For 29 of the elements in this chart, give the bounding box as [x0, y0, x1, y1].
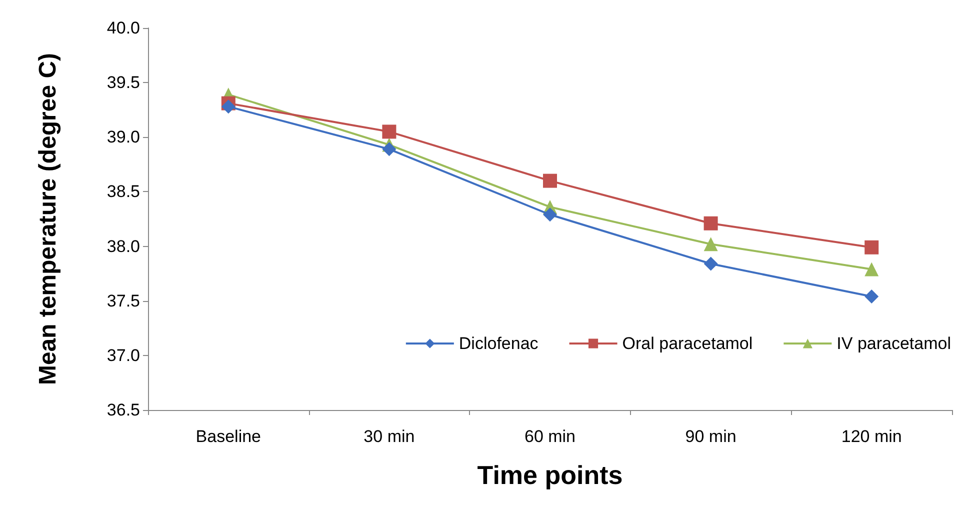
- point: [382, 124, 396, 139]
- point: [221, 100, 236, 114]
- x-tick-label: Baseline: [196, 427, 262, 446]
- point: [543, 174, 557, 188]
- y-tick-label: 39.5: [106, 73, 140, 92]
- x-tick-label: 90 min: [685, 427, 736, 446]
- x-tick-label: 30 min: [364, 427, 415, 446]
- point: [864, 240, 879, 254]
- legend-label: IV paracetamol: [836, 334, 952, 353]
- point: [704, 256, 718, 271]
- y-tick-label: 37.5: [106, 291, 140, 310]
- x-axis-title: Time points: [477, 460, 623, 490]
- y-tick-label: 38.5: [106, 182, 140, 202]
- y-tick-label: 39.0: [106, 128, 140, 147]
- point: [864, 262, 879, 276]
- y-tick-label: 40.0: [106, 18, 140, 38]
- x-tick-label: 60 min: [524, 427, 576, 446]
- legend-label: Oral paracetamol: [622, 334, 753, 353]
- point: [382, 142, 396, 156]
- point: [704, 216, 718, 230]
- y-axis-title: Mean temperature (degree C): [34, 52, 62, 386]
- y-tick-label: 36.5: [106, 400, 140, 420]
- legend-label: Diclofenac: [458, 334, 539, 353]
- y-tick-label: 38.0: [106, 236, 140, 256]
- point: [864, 289, 879, 304]
- x-tick-label: 120 min: [841, 427, 902, 446]
- y-tick-label: 37.0: [106, 346, 140, 365]
- point: [543, 208, 557, 222]
- point: [704, 237, 718, 252]
